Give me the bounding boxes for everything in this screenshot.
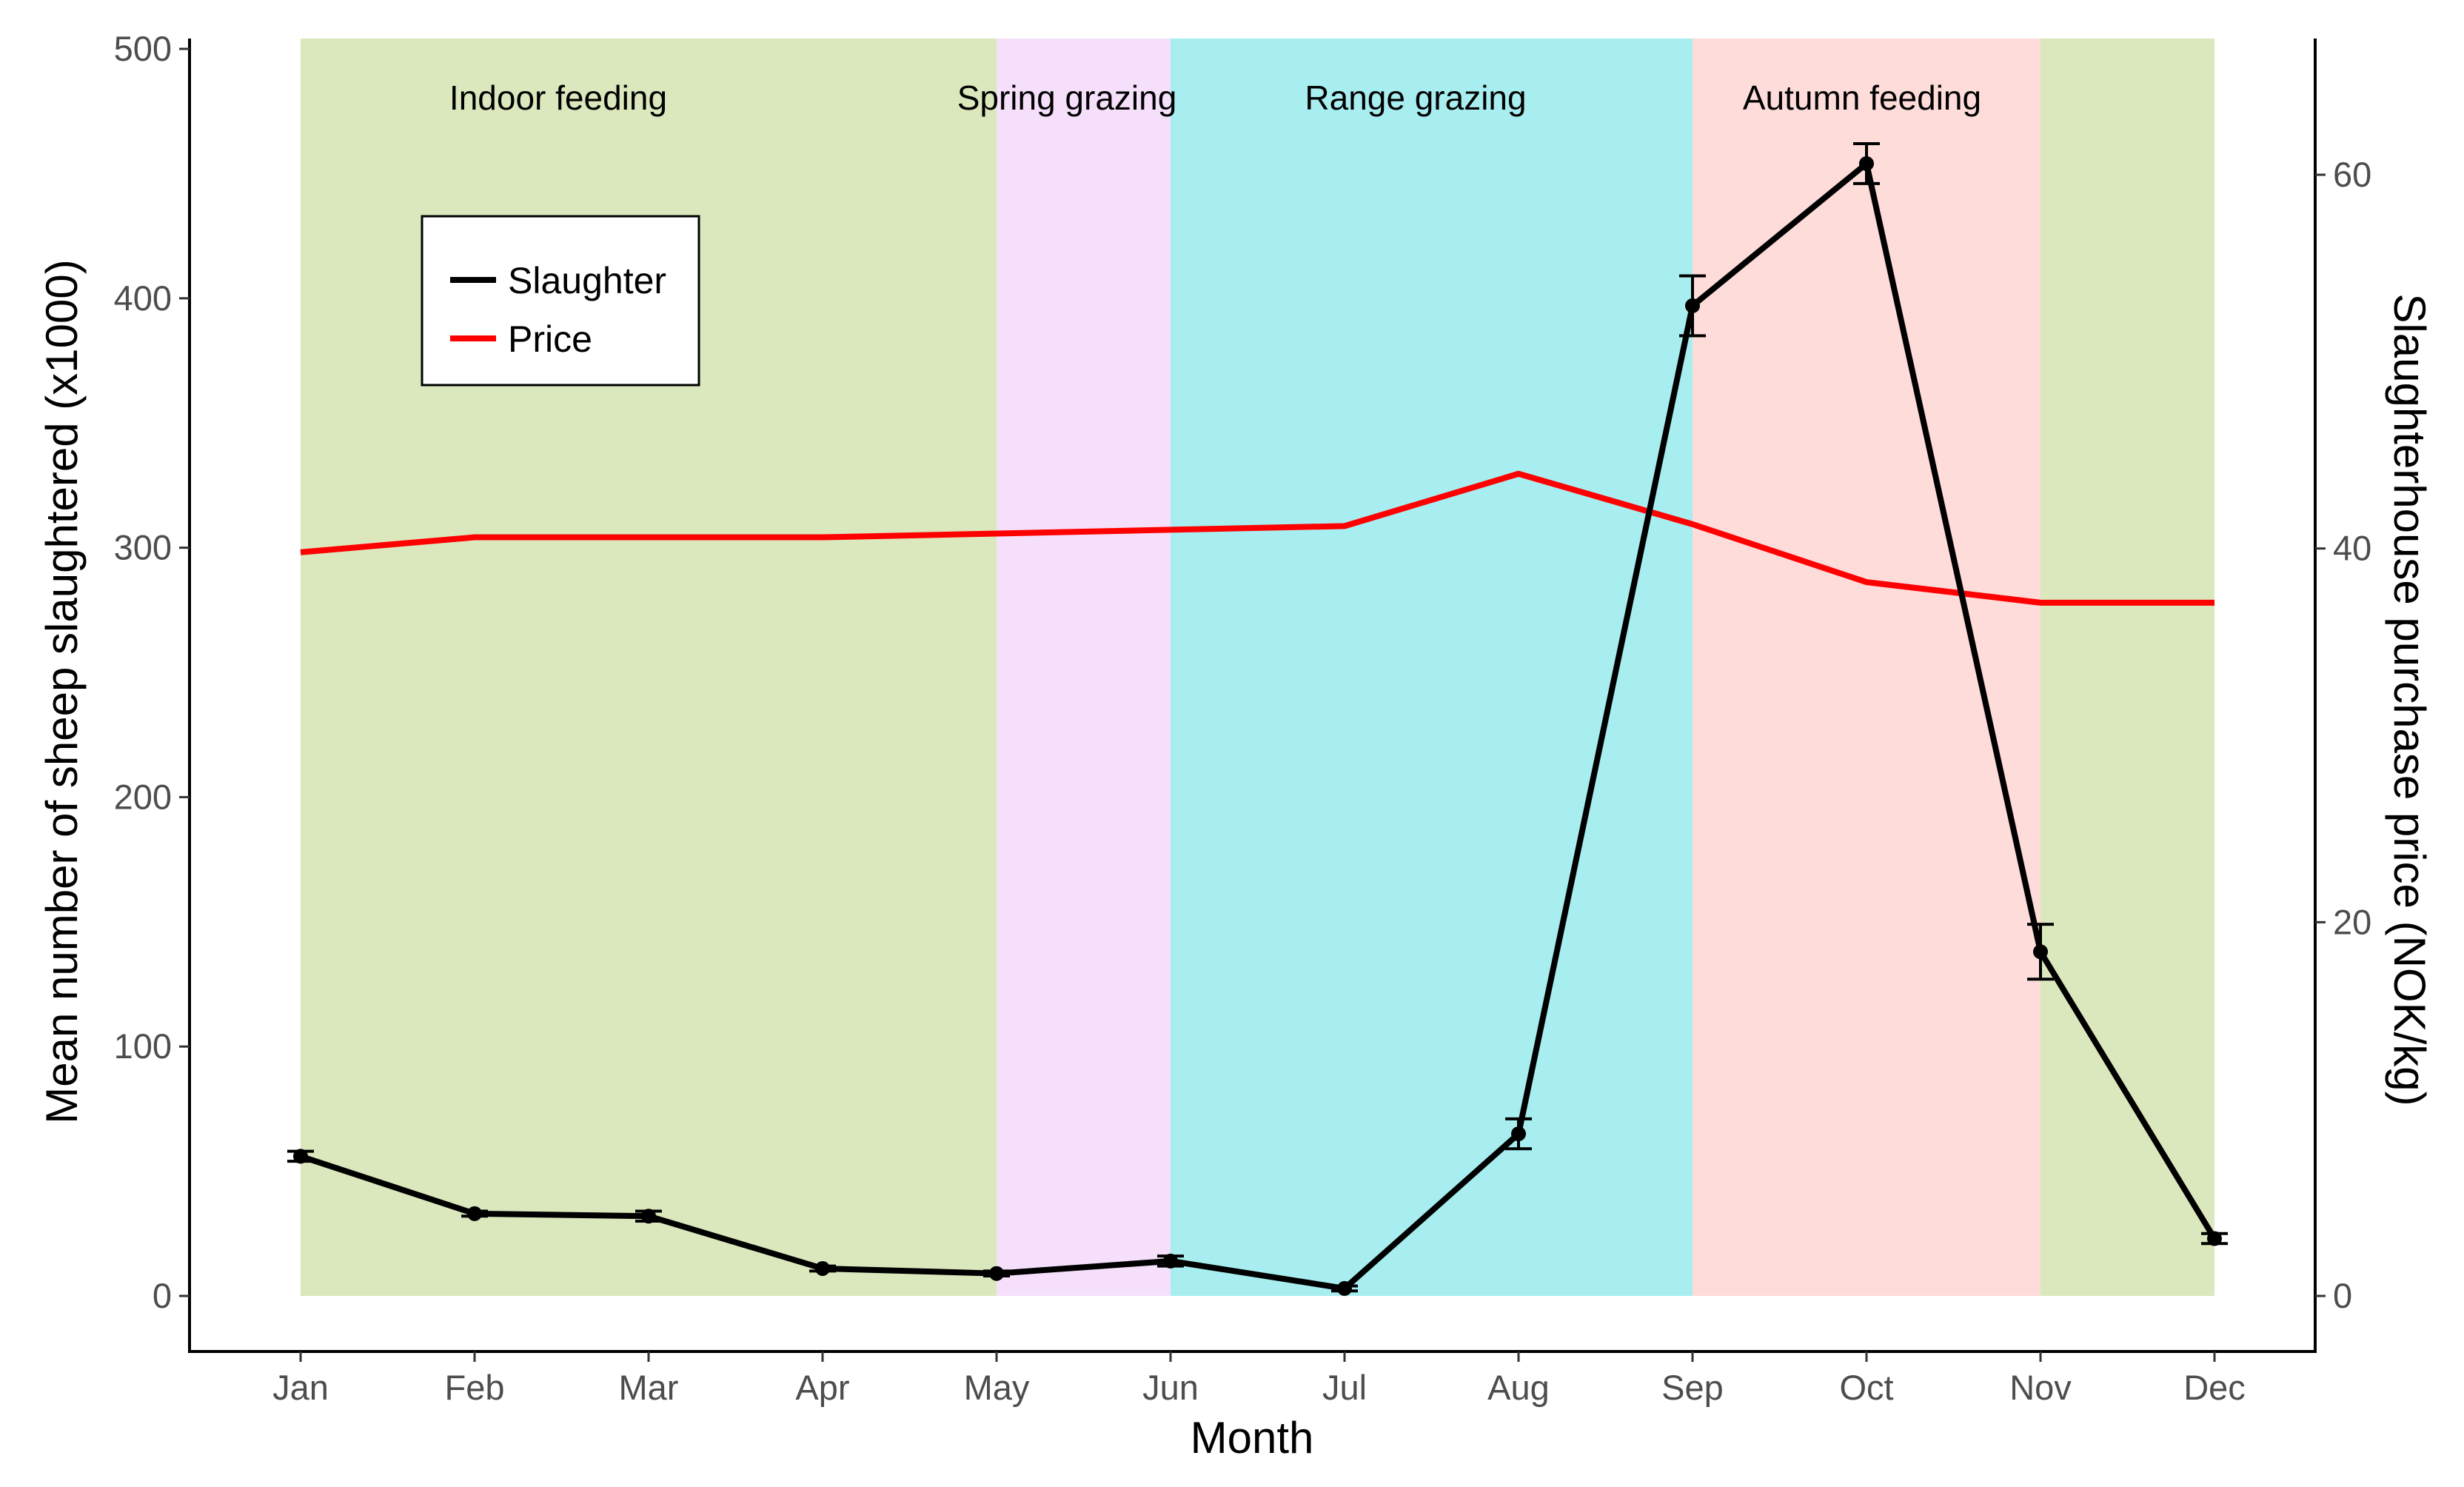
price-series	[300, 470, 2214, 606]
x-tick-label: Feb	[445, 1368, 505, 1407]
x-axis-title: Month	[1191, 1413, 1314, 1463]
season-label-3: Autumn feeding	[1743, 78, 1981, 117]
legend-label-slaughter: Slaughter	[508, 260, 666, 301]
slaughter-point-jul	[1337, 1280, 1352, 1296]
legend: Slaughter Price	[421, 215, 700, 387]
season-label-0: Indoor feeding	[449, 78, 667, 117]
right-tick-label: 40	[2333, 529, 2371, 568]
slaughter-point-may	[989, 1266, 1004, 1281]
slaughter-point-dec	[2207, 1231, 2222, 1246]
left-tick-label: 500	[114, 29, 172, 68]
x-ticks: Jan Feb Mar Apr May Jun Jul Aug Sep Oct Nov Dec	[272, 1351, 2246, 1407]
price-line	[300, 470, 2214, 606]
right-tick-label: 20	[2333, 902, 2371, 941]
x-tick-label: Nov	[2009, 1368, 2072, 1407]
legend-label-price: Price	[508, 318, 592, 360]
slaughter-point-jan	[293, 1149, 308, 1164]
season-labels: Indoor feeding Spring grazing Range grazin…	[449, 78, 1981, 117]
season-label-2: Range grazing	[1305, 78, 1526, 117]
left-ticks: 0 100 200 300 400 500	[114, 29, 190, 1315]
left-tick-label: 100	[114, 1026, 172, 1066]
right-tick-label: 60	[2333, 155, 2371, 194]
slaughter-line	[299, 160, 2217, 1291]
x-tick-label: Aug	[1487, 1368, 1550, 1407]
season-band-4	[2040, 39, 2214, 1296]
slaughter-point-mar	[641, 1209, 656, 1224]
slaughter-point-oct	[1859, 156, 1874, 171]
season-label-1: Spring grazing	[957, 78, 1177, 117]
slaughter-point-feb	[467, 1206, 482, 1221]
left-tick-label: 400	[114, 278, 172, 318]
left-axis-title: Mean number of sheep slaughtered (x1000)	[37, 259, 87, 1123]
x-tick-label: Apr	[795, 1368, 849, 1407]
season-band-2	[1171, 39, 1693, 1296]
slaughter-point-sep	[1685, 298, 1700, 313]
season-band-1	[997, 39, 1171, 1296]
x-tick-label: Mar	[619, 1368, 679, 1407]
right-axis-title: Slaughterhouse purchase price (NOK/kg)	[2385, 293, 2434, 1106]
x-tick-label: Sep	[1661, 1368, 1724, 1407]
x-tick-label: Jul	[1322, 1368, 1367, 1407]
legend-box	[421, 215, 700, 387]
x-tick-label: Jan	[272, 1368, 329, 1407]
left-tick-label: 200	[114, 777, 172, 816]
x-tick-label: Dec	[2183, 1368, 2246, 1407]
left-tick-label: 0	[153, 1276, 172, 1315]
axes	[188, 39, 2317, 1353]
slaughter-point-aug	[1511, 1126, 1526, 1142]
slaughter-series	[287, 141, 2228, 1296]
x-tick-label: Jun	[1142, 1368, 1199, 1407]
left-tick-label: 300	[114, 528, 172, 567]
x-tick-label: Oct	[1839, 1368, 1893, 1407]
x-tick-label: May	[964, 1368, 1030, 1407]
right-tick-label: 0	[2333, 1276, 2352, 1315]
season-band-3	[1693, 39, 2040, 1296]
slaughter-point-apr	[815, 1260, 830, 1276]
slaughter-point-jun	[1163, 1253, 1178, 1269]
slaughter-point-nov	[2033, 944, 2048, 960]
right-ticks: 0 20 40 60	[2315, 155, 2371, 1315]
